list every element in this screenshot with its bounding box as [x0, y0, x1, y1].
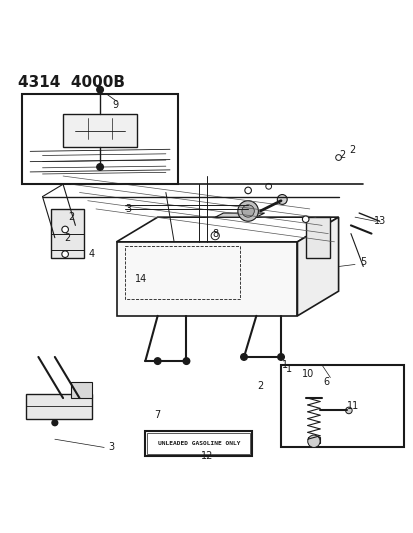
Text: 12: 12 — [200, 451, 213, 461]
Text: 10: 10 — [301, 369, 313, 379]
Circle shape — [97, 164, 103, 170]
Text: 11: 11 — [346, 401, 358, 411]
Bar — [71, 382, 92, 398]
Circle shape — [345, 407, 351, 414]
Polygon shape — [116, 217, 338, 242]
Text: 4: 4 — [88, 249, 95, 259]
Bar — [22, 94, 178, 184]
Circle shape — [241, 205, 254, 217]
Text: 6: 6 — [323, 377, 328, 386]
Bar — [147, 433, 249, 454]
Circle shape — [265, 183, 271, 189]
Text: 2: 2 — [64, 233, 70, 243]
Text: 2: 2 — [339, 150, 345, 160]
Bar — [305, 217, 330, 259]
Text: 3: 3 — [108, 442, 114, 453]
Polygon shape — [116, 242, 297, 316]
Circle shape — [237, 201, 258, 221]
Bar — [26, 394, 92, 418]
Bar — [145, 431, 252, 456]
Text: 1: 1 — [281, 360, 287, 370]
Circle shape — [97, 86, 103, 93]
Circle shape — [62, 251, 68, 257]
Circle shape — [62, 226, 68, 233]
Text: 3: 3 — [126, 204, 132, 214]
Circle shape — [244, 187, 251, 193]
Bar — [63, 115, 137, 147]
Circle shape — [277, 354, 284, 360]
Text: 7: 7 — [154, 409, 160, 419]
Circle shape — [211, 231, 219, 240]
Text: 2: 2 — [348, 146, 354, 156]
Text: 1: 1 — [285, 365, 292, 374]
Bar — [280, 365, 404, 447]
Polygon shape — [297, 217, 338, 316]
Circle shape — [277, 195, 287, 204]
Text: 4314  4000B: 4314 4000B — [18, 75, 125, 90]
Circle shape — [301, 216, 308, 222]
Bar — [51, 209, 83, 259]
Circle shape — [307, 435, 319, 447]
Text: 9: 9 — [112, 100, 118, 110]
Text: 13: 13 — [373, 216, 385, 227]
Text: 14: 14 — [135, 274, 147, 284]
Bar — [307, 437, 319, 443]
Circle shape — [154, 358, 161, 365]
Text: 8: 8 — [211, 229, 218, 239]
Circle shape — [240, 354, 247, 360]
Circle shape — [335, 155, 341, 160]
Circle shape — [183, 358, 189, 365]
Circle shape — [52, 420, 57, 426]
Polygon shape — [215, 213, 264, 217]
Text: UNLEADED GASOLINE ONLY: UNLEADED GASOLINE ONLY — [157, 441, 240, 446]
Text: 5: 5 — [359, 257, 366, 268]
Text: 2: 2 — [257, 381, 263, 391]
Text: 2: 2 — [68, 212, 74, 222]
Bar — [14, 349, 104, 439]
